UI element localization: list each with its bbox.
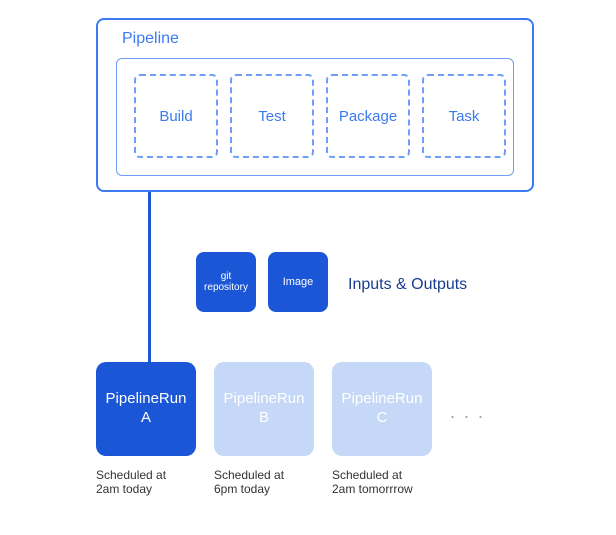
pipeline-run-c-caption: Scheduled at2am tomorrrow — [332, 468, 413, 496]
task-build-label: Build — [159, 108, 192, 125]
pipeline-run-a: PipelineRunA — [96, 362, 196, 456]
io-git-repository: gitrepository — [196, 252, 256, 312]
diagram-stage: Pipeline Build Test Package Task gitrepo… — [0, 0, 616, 535]
task-generic-label: Task — [449, 108, 480, 125]
task-test: Test — [230, 74, 314, 158]
io-section-title: Inputs & Outputs — [348, 276, 467, 294]
pipeline-title: Pipeline — [122, 30, 179, 48]
pipeline-run-c-label: PipelineRunC — [342, 390, 423, 428]
task-generic: Task — [422, 74, 506, 158]
pipeline-run-a-caption: Scheduled at2am today — [96, 468, 166, 496]
task-package: Package — [326, 74, 410, 158]
io-git-repository-label: gitrepository — [204, 271, 248, 294]
more-runs-ellipsis: . . . — [450, 402, 485, 423]
task-test-label: Test — [258, 108, 286, 125]
task-build: Build — [134, 74, 218, 158]
pipeline-run-b-label: PipelineRunB — [224, 390, 305, 428]
io-image-label: Image — [283, 276, 314, 289]
io-image: Image — [268, 252, 328, 312]
pipeline-run-c: PipelineRunC — [332, 362, 432, 456]
pipeline-run-a-label: PipelineRunA — [106, 390, 187, 428]
pipeline-run-b: PipelineRunB — [214, 362, 314, 456]
pipeline-run-b-caption: Scheduled at6pm today — [214, 468, 284, 496]
connector-line — [148, 192, 151, 362]
task-package-label: Package — [339, 108, 397, 125]
